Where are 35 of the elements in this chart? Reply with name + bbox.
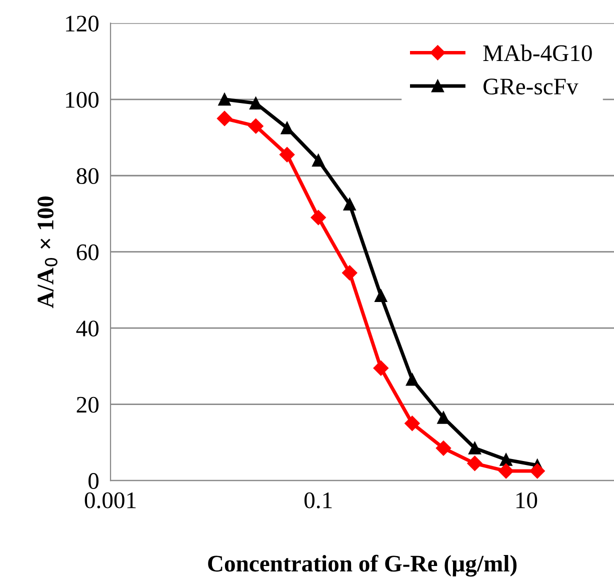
point [280, 147, 295, 162]
point [404, 416, 420, 431]
legend-label: MAb-4G10 [483, 44, 592, 62]
x-tick-label: 10 [516, 492, 538, 508]
y-tick-label: 120 [66, 16, 99, 32]
point [500, 453, 512, 466]
point [373, 360, 388, 376]
point [280, 122, 294, 134]
point [374, 289, 388, 302]
point [468, 442, 482, 454]
point [436, 440, 452, 456]
legend-label: GRe-scFv [484, 78, 578, 95]
y-tick-label: 40 [76, 320, 99, 337]
point [437, 411, 450, 424]
point [498, 463, 514, 479]
y-tick-label: 20 [76, 396, 99, 413]
point [312, 154, 325, 167]
point [218, 93, 231, 106]
y-tick-label: 80 [76, 168, 99, 184]
point [406, 373, 418, 386]
point [343, 198, 356, 210]
y-axis-title: A/A$_{0}$ × 100 [38, 196, 58, 308]
y-tick-label: 60 [76, 244, 99, 260]
y-tick-label: 0 [88, 473, 99, 489]
x-tick-label: 0.1 [304, 492, 332, 508]
point [530, 463, 545, 479]
point [342, 265, 358, 280]
x-tick-label: 0.001 [84, 492, 136, 508]
point [310, 210, 326, 226]
point [250, 96, 262, 110]
y-tick-label: 100 [66, 92, 99, 108]
point [216, 110, 232, 126]
point [248, 118, 264, 134]
point [467, 456, 482, 471]
x-axis-title: Concentration of G-Re (µg/ml) [208, 554, 517, 577]
